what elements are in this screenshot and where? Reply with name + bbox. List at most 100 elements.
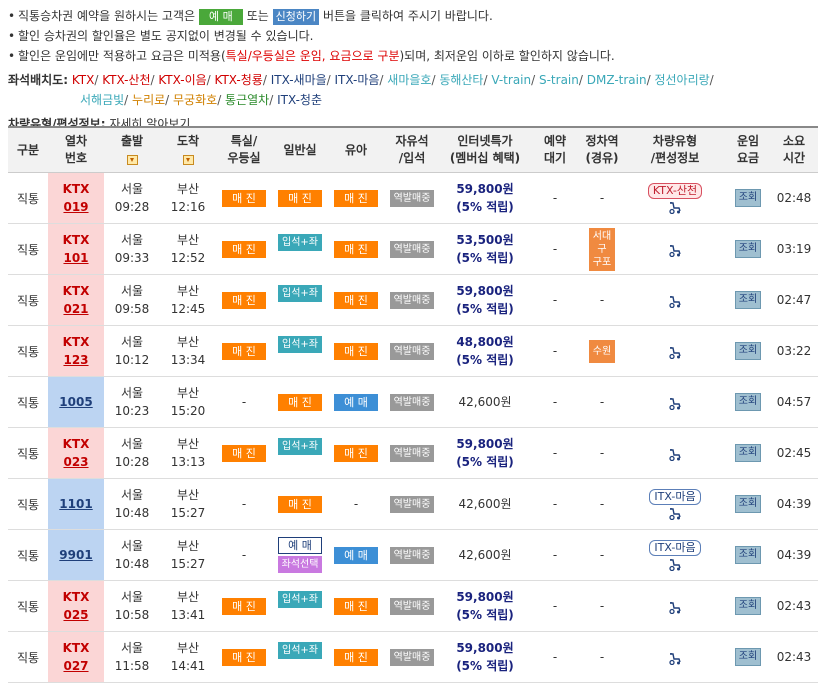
depart-cell: 서울 09:58 [104,274,160,326]
arrive-cell: 부산 12:52 [160,223,216,275]
standing-seat-button[interactable]: 입석+좌석 [278,284,322,316]
seatmap-link[interactable]: 서해금빛 [80,93,125,107]
table-row: 직통 KTX 101 서울 09:33 부산 12:52 매 진 입석+좌석 매 진 역발매중 53,… [8,223,818,275]
fare-inquiry-button[interactable]: 조회 [735,393,761,411]
seatmap-link[interactable]: KTX [71,73,95,87]
child-cell: 매 진 [328,274,384,326]
reserve-button[interactable]: 예 매 [278,537,322,554]
train-number-cell[interactable]: KTX 019 [48,172,104,224]
train-number-link[interactable]: 1101 [59,497,93,511]
seatmap-link[interactable]: ITX-새마을 [270,73,327,87]
soldout-button: 매 진 [334,342,378,360]
train-number-cell[interactable]: KTX 021 [48,274,104,326]
seatmap-link[interactable]: ITX-마음 [334,73,380,87]
station-sale-button: 역발매중 [390,342,434,360]
train-number-cell[interactable]: KTX 027 [48,631,104,683]
price-cell: 59,800원 (5% 적립) [440,172,530,224]
soldout-button: 매 진 [334,444,378,462]
seatmap-link[interactable]: 새마을호 [387,73,432,87]
fare-inquiry-button[interactable]: 조회 [735,291,761,309]
table-row: 직통 1101 서울 10:48 부산 15:27 - 매 진 - 역발매중 42,600원 - - IT… [8,478,818,530]
benefit-text: (5% 적립) [456,251,514,265]
table-row: 직통 1005 서울 10:23 부산 15:20 - 매 진 예 매 역발매중 42,600원 - -… [8,376,818,428]
apply-sample-button: 신청하기 [272,8,320,25]
stop-badge[interactable]: 수원 [589,339,615,363]
soldout-button: 매 진 [334,189,378,207]
soldout-button: 매 진 [222,444,266,462]
empty-cell: - [241,497,247,511]
seatmap-link[interactable]: S-train [538,73,579,87]
reserve-button[interactable]: 예 매 [334,546,378,564]
stop-cell: - [580,478,624,530]
seatmap-link[interactable]: ITX-청춘 [277,93,322,107]
train-table: 구분 열차 번호 출발 도착 특실/우등실 일반실 유아 자유석/입석 인터넷특가… [8,126,818,683]
seat-select-button[interactable]: 좌석선택 [278,556,322,573]
cartype-badge[interactable]: ITX-마음 [649,539,701,556]
train-number-cell[interactable]: KTX 025 [48,580,104,632]
depart-cell: 서울 09:33 [104,223,160,275]
train-number-link[interactable]: 019 [63,200,89,214]
train-number-link[interactable]: 025 [63,608,89,622]
stop-badge[interactable]: 서대구 구포 [589,227,615,271]
train-number-link[interactable]: 023 [63,455,89,469]
benefit-text: (5% 적립) [456,608,514,622]
train-number-cell[interactable]: KTX 101 [48,223,104,275]
seatmap-link[interactable]: V-train [491,73,532,87]
price-value: 42,600원 [458,395,512,409]
standing-cell: 역발매중 [384,580,440,632]
seatmap-link[interactable]: 누리로 [132,93,166,107]
standing-seat-button[interactable]: 입석+좌석 [278,641,322,673]
fare-inquiry-button[interactable]: 조회 [735,342,761,360]
reserve-button[interactable]: 예 매 [334,393,378,411]
train-number-link[interactable]: 9901 [59,548,93,562]
price-value: 59,800원 [456,284,514,298]
child-cell: 예 매 [328,529,384,581]
seatmap-link[interactable]: KTX-청룡 [214,73,263,87]
train-number-cell[interactable]: KTX 023 [48,427,104,479]
seatmap-link[interactable]: KTX-산천 [102,73,151,87]
train-number-link[interactable]: 123 [63,353,89,367]
fare-inquiry-button[interactable]: 조회 [735,648,761,666]
seatmap-link[interactable]: KTX-이음 [158,73,207,87]
cartype-badge[interactable]: ITX-마음 [649,488,701,505]
fare-inquiry-button[interactable]: 조회 [735,597,761,615]
price-cell: 48,800원 (5% 적립) [440,325,530,377]
train-number-link[interactable]: 101 [63,251,89,265]
fare-inquiry-button[interactable]: 조회 [735,495,761,513]
general-cell: 매 진 [272,478,328,530]
train-number-cell[interactable]: KTX 123 [48,325,104,377]
standing-seat-button[interactable]: 입석+좌석 [278,590,322,622]
sort-select-icon[interactable] [126,154,138,165]
standing-seat-button[interactable]: 입석+좌석 [278,437,322,469]
train-number-cell[interactable]: 1101 [48,478,104,530]
standing-cell: 역발매중 [384,478,440,530]
type-cell: 직통 [8,274,48,326]
table-row: 직통 KTX 019 서울 09:28 부산 12:16 매 진 매 진 매 진 역발매중 59,80… [8,172,818,224]
seatmap-link[interactable]: 무궁화호 [173,93,218,107]
train-number-link[interactable]: 1005 [59,395,93,409]
seatmap-link[interactable]: 통근열차 [225,93,270,107]
seatmap-link[interactable]: DMZ-train [586,73,647,87]
fare-inquiry-button[interactable]: 조회 [735,189,761,207]
sort-select-icon[interactable] [182,154,194,165]
child-cell: 매 진 [328,172,384,224]
stop-none: - [599,293,605,307]
seatmap-link[interactable]: 정선아리랑 [654,73,710,87]
train-number-link[interactable]: 021 [63,302,89,316]
cartype-cell [624,427,726,479]
general-cell: 매 진 [272,172,328,224]
seatmap-link[interactable]: 동해산타 [439,73,484,87]
fare-inquiry-button[interactable]: 조회 [735,240,761,258]
standing-seat-button[interactable]: 입석+좌석 [278,335,322,367]
arrive-cell: 부산 13:13 [160,427,216,479]
train-number-link[interactable]: 027 [63,659,89,673]
fare-cell: 조회 [726,325,770,377]
fare-inquiry-button[interactable]: 조회 [735,546,761,564]
fare-inquiry-button[interactable]: 조회 [735,444,761,462]
standing-seat-button[interactable]: 입석+좌석 [278,233,322,265]
train-number-cell[interactable]: 1005 [48,376,104,428]
train-number-cell[interactable]: 9901 [48,529,104,581]
soldout-button: 매 진 [278,393,322,411]
cartype-badge[interactable]: KTX-산천 [647,182,703,199]
cartype-cell [624,376,726,428]
